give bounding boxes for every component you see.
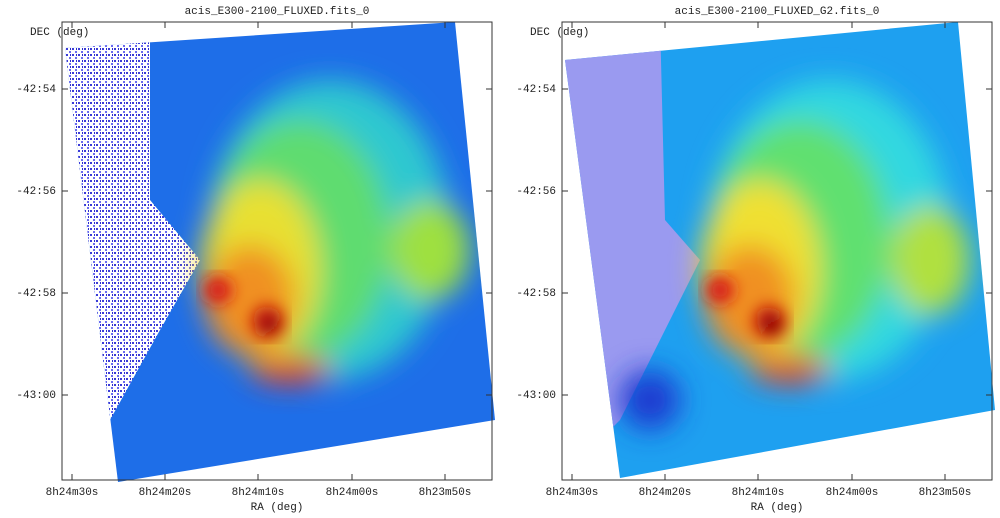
y-tick-label: -42:54 xyxy=(516,84,556,96)
y-tick-label: -42:56 xyxy=(516,186,556,198)
y-tick-label: -42:56 xyxy=(16,186,56,198)
panel: acis_E300-2100_FLUXED.fits_0 DEC (deg) RA … xyxy=(16,6,495,514)
y-tick-label: -42:58 xyxy=(16,288,56,300)
x-tick-label: 8h24m30s xyxy=(46,487,99,499)
image xyxy=(65,22,495,482)
x-tick-label: 8h24m00s xyxy=(826,487,879,499)
image xyxy=(565,22,995,478)
x-tick-label: 8h24m00s xyxy=(326,487,379,499)
x-label: RA (deg) xyxy=(251,502,304,514)
x-tick-label: 8h23m50s xyxy=(419,487,472,499)
y-tick-label: -43:00 xyxy=(16,390,56,402)
x-tick-label: 8h24m10s xyxy=(232,487,285,499)
x-tick-label: 8h24m20s xyxy=(139,487,192,499)
y-tick-label: -42:54 xyxy=(16,84,56,96)
frame xyxy=(61,21,493,481)
y-tick-label: -43:00 xyxy=(516,390,556,402)
x-tick-label: 8h24m10s xyxy=(732,487,785,499)
title: acis_E300-2100_FLUXED_G2.fits_0 xyxy=(675,6,880,18)
x-tick-label: 8h24m30s xyxy=(546,487,599,499)
title: acis_E300-2100_FLUXED.fits_0 xyxy=(185,6,370,18)
y-label: DEC (deg) xyxy=(30,27,89,39)
x-tick-label: 8h24m20s xyxy=(639,487,692,499)
x-tick-label: 8h23m50s xyxy=(919,487,972,499)
x-label: RA (deg) xyxy=(751,502,804,514)
panel: acis_E300-2100_FLUXED_G2.fits_0 DEC (deg)… xyxy=(516,6,995,514)
frame xyxy=(561,21,993,481)
y-label: DEC (deg) xyxy=(530,27,589,39)
y-tick-label: -42:58 xyxy=(516,288,556,300)
